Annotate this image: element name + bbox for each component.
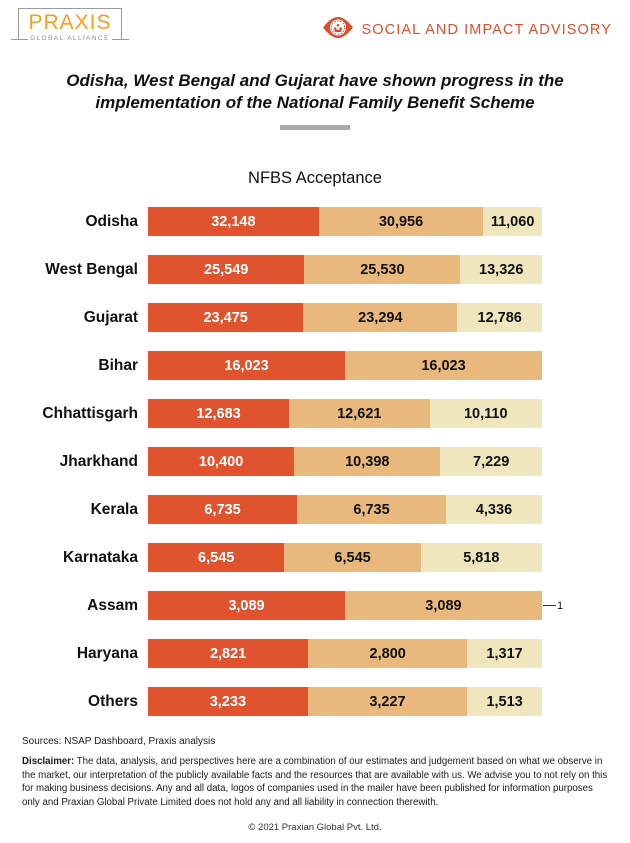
bar-segment-1: 3,089 [148,591,345,620]
bar-segment-1: 6,735 [148,495,298,524]
title-divider [280,125,350,130]
bar-segment-2: 2,800 [308,639,468,668]
category-label: Kerala [90,500,138,518]
bar-segment-2: 23,294 [303,303,458,332]
bar-segment-3: 7,229 [440,447,542,476]
chart-row: Assam 3,089 3,089 1 [0,591,630,620]
bar-segment-1: 3,233 [148,687,308,716]
division-name: SOCIAL AND IMPACT ADVISORY [361,22,612,38]
praxis-logo-subtitle: GLOBAL ALLIANCE [11,35,129,43]
bar-segment-1: 25,549 [148,255,305,284]
bar-segment-2: 3,089 [344,591,542,620]
small-value-callout: 1 [543,600,563,612]
bar-segment-1: 12,683 [148,399,290,428]
bar-segment-3: 13,326 [460,255,542,284]
bar-segment-2: 6,545 [284,543,421,572]
bar-segment-3: 1,513 [467,687,542,716]
callout-line [543,605,556,606]
bar-segment-3: 5,818 [420,543,542,572]
bar-segment-2: 25,530 [304,255,461,284]
bar-segment-1: 2,821 [148,639,309,668]
eye-icon [322,16,354,44]
bar-segment-3: 11,060 [483,207,542,236]
bar-segment-2: 30,956 [318,207,484,236]
bar-segment-3: 1,317 [467,639,542,668]
bar-segment-2: 3,227 [307,687,468,716]
stacked-bar: 10,400 10,398 7,229 [148,447,542,476]
stacked-bar: 3,233 3,227 1,513 [148,687,542,716]
bar-segment-1: 32,148 [148,207,319,236]
page-title: Odisha, West Bengal and Gujarat have sho… [66,71,564,112]
logo-rule-left [11,38,26,40]
bar-segment-3: 10,110 [429,399,542,428]
bar-segment-3: 4,336 [446,495,542,524]
bar-segment-1: 10,400 [148,447,295,476]
bar-segment-2: 6,735 [297,495,447,524]
category-label: Others [88,692,138,710]
chart-title: NFBS Acceptance [248,169,382,187]
stacked-bar: 3,089 3,089 [148,591,542,620]
chart-row: Gujarat 23,475 23,294 12,786 [0,303,630,332]
logo-rule-right [114,38,129,40]
bar-segment-1: 6,545 [148,543,285,572]
stacked-bar: 23,475 23,294 12,786 [148,303,542,332]
copyright: © 2021 Praxian Global Pvt. Ltd. [248,822,382,834]
category-label: Gujarat [83,308,138,326]
chart-row: Haryana 2,821 2,800 1,317 [0,639,630,668]
category-label: Karnataka [63,548,138,566]
chart-row: Bihar 16,023 16,023 [0,351,630,380]
category-label: Haryana [76,644,138,662]
stacked-bar: 25,549 25,530 13,326 [148,255,542,284]
bar-segment-3: 12,786 [457,303,542,332]
division-brand: SOCIAL AND IMPACT ADVISORY [322,16,612,44]
disclaimer-text: The data, analysis, and perspectives her… [22,756,608,808]
category-label: West Bengal [45,260,138,278]
chart-row: West Bengal 25,549 25,530 13,326 [0,255,630,284]
sources-line: Sources: NSAP Dashboard, Praxis analysis [22,736,216,747]
bar-segment-1: 23,475 [148,303,304,332]
chart-row: Chhattisgarh 12,683 12,621 10,110 [0,399,630,428]
chart-rows: Odisha 32,148 30,956 11,060 West Bengal 25,54… [0,207,630,716]
chart-row: Odisha 32,148 30,956 11,060 [0,207,630,236]
category-label: Chhattisgarh [42,404,138,422]
stacked-bar: 6,545 6,545 5,818 [148,543,542,572]
chart-row: Karnataka 6,545 6,545 5,818 [0,543,630,572]
chart-row: Jharkhand 10,400 10,398 7,229 [0,447,630,476]
bar-segment-2: 16,023 [345,351,542,380]
praxis-logo: PRAXIS GLOBAL ALLIANCE [11,8,129,43]
category-label: Jharkhand [59,452,138,470]
disclaimer-label: Disclaimer: [22,756,75,767]
stacked-bar: 2,821 2,800 1,317 [148,639,542,668]
chart-row: Kerala 6,735 6,735 4,336 [0,495,630,524]
category-label: Odisha [85,212,138,230]
bar-segment-2: 12,621 [289,399,430,428]
header: PRAXIS GLOBAL ALLIANCE SOCIAL AND I [0,0,630,44]
bar-segment-2: 10,398 [294,447,441,476]
logo-subtitle-text: GLOBAL ALLIANCE [28,35,112,43]
disclaimer: Disclaimer: The data, analysis, and pers… [22,755,608,809]
stacked-bar: 16,023 16,023 [148,351,542,380]
category-label: Bihar [98,356,138,374]
praxis-logo-text: PRAXIS [28,11,112,34]
callout-value: 1 [557,599,564,612]
footer: Sources: NSAP Dashboard, Praxis analysis… [22,736,608,833]
stacked-bar: 32,148 30,956 11,060 [148,207,542,236]
stacked-bar: 12,683 12,621 10,110 [148,399,542,428]
stacked-bar: 6,735 6,735 4,336 [148,495,542,524]
bar-segment-1: 16,023 [148,351,345,380]
category-label: Assam [87,596,138,614]
chart-row: Others 3,233 3,227 1,513 [0,687,630,716]
